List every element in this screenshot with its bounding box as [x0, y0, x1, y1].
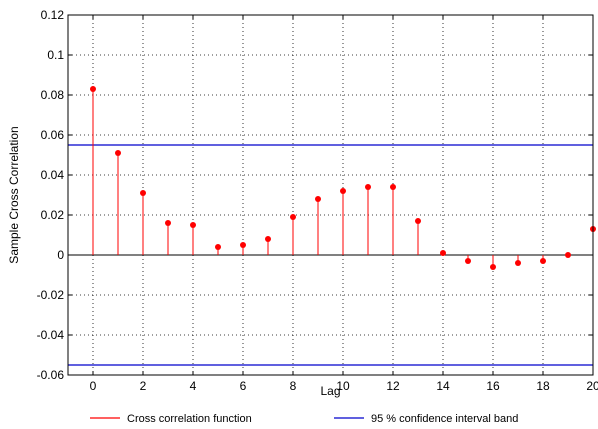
- x-tick-label: 4: [190, 379, 197, 393]
- x-tick-label: 2: [140, 379, 147, 393]
- stem-marker: [515, 260, 521, 266]
- grid-lines: [68, 14, 594, 376]
- y-tick-label: 0: [57, 248, 64, 262]
- y-tick-label: 0.02: [41, 208, 65, 222]
- legend-label-cross-correlation: Cross correlation function: [127, 413, 252, 425]
- stem-marker: [240, 242, 246, 248]
- x-tick-label: 18: [536, 379, 550, 393]
- stem-series: [90, 86, 596, 270]
- legend-label-confidence-band: 95 % confidence interval band: [371, 413, 518, 425]
- stem-marker: [390, 184, 396, 190]
- axis-ticks: [68, 14, 594, 376]
- x-tick-label: 10: [336, 379, 350, 393]
- x-tick-label: 6: [240, 379, 247, 393]
- stem-marker: [440, 250, 446, 256]
- stem-marker: [265, 236, 271, 242]
- x-tick-label: 12: [386, 379, 400, 393]
- stem-marker: [490, 264, 496, 270]
- confidence-band-lines: [68, 144, 593, 366]
- x-axis-label: Lag: [320, 384, 340, 398]
- stem-marker: [340, 188, 346, 194]
- y-tick-label: -0.06: [37, 368, 65, 382]
- stem-marker: [365, 184, 371, 190]
- stem-marker: [315, 196, 321, 202]
- stem-marker: [465, 258, 471, 264]
- y-tick-label: 0.04: [41, 168, 65, 182]
- stem-marker: [190, 222, 196, 228]
- stem-marker: [290, 214, 296, 220]
- y-tick-label: 0.08: [41, 88, 65, 102]
- stem-marker: [165, 220, 171, 226]
- y-tick-label: 0.1: [47, 48, 64, 62]
- legend: Cross correlation function 95 % confiden…: [90, 413, 518, 425]
- x-tick-label: 8: [290, 379, 297, 393]
- x-tick-label: 16: [486, 379, 500, 393]
- y-tick-labels: -0.06 -0.04 -0.02 0 0.02 0.04 0.06 0.08 0.1 0.12: [37, 8, 65, 382]
- x-tick-labels: 0 2 4 6 8 10 12 14 16 18 20: [90, 379, 598, 393]
- x-tick-label: 20: [586, 379, 598, 393]
- y-tick-label: 0.12: [41, 8, 65, 22]
- stem-marker: [90, 86, 96, 92]
- y-tick-label: 0.06: [41, 128, 65, 142]
- x-tick-label: 14: [436, 379, 450, 393]
- y-tick-label: -0.04: [37, 328, 65, 342]
- stem-marker: [415, 218, 421, 224]
- stem-marker: [115, 150, 121, 156]
- stem-marker: [540, 258, 546, 264]
- plot-area-frame: [67, 14, 594, 376]
- x-tick-label: 0: [90, 379, 97, 393]
- stem-marker: [215, 244, 221, 250]
- y-tick-label: -0.02: [37, 288, 65, 302]
- stem-marker: [140, 190, 146, 196]
- y-axis-label: Sample Cross Correlation: [7, 126, 21, 263]
- stem-marker: [565, 252, 571, 258]
